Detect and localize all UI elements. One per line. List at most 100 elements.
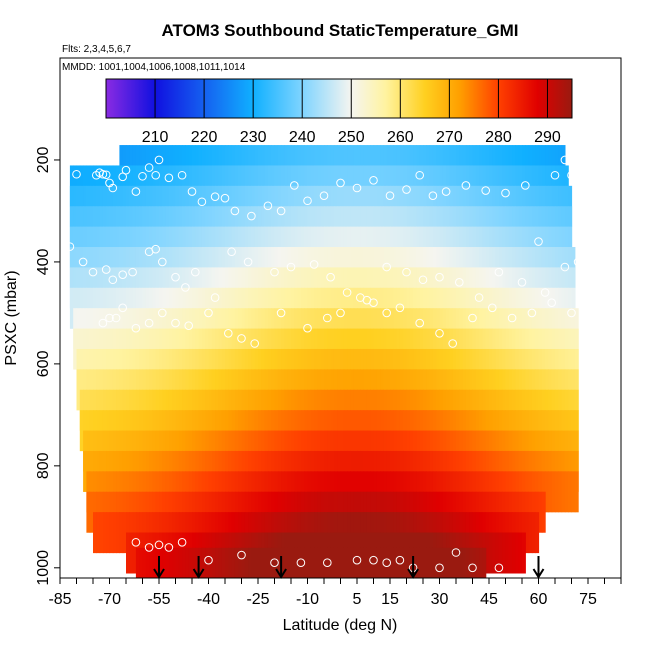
heat-cell	[419, 547, 424, 578]
data-point	[118, 172, 127, 182]
heat-cell	[304, 547, 309, 578]
data-point	[560, 155, 570, 165]
observation-points	[65, 155, 583, 573]
data-point	[210, 192, 220, 201]
y-tick-label: 200	[35, 147, 52, 174]
heat-cell	[439, 547, 444, 578]
heat-cell	[538, 491, 543, 533]
data-point	[455, 278, 464, 287]
heat-cell	[271, 547, 276, 578]
heat-cell	[403, 547, 408, 578]
heat-cell	[399, 547, 404, 578]
flights-subtitle: Flts: 2,3,4,5,6,7	[62, 44, 131, 55]
heat-cell	[568, 471, 573, 513]
data-point	[144, 163, 154, 172]
data-point	[247, 211, 256, 221]
heat-cell	[112, 512, 117, 554]
data-point	[276, 308, 286, 318]
data-point	[144, 543, 154, 552]
heat-cell	[551, 471, 556, 513]
data-point	[237, 550, 246, 560]
heat-cell	[102, 512, 107, 554]
heat-cell	[310, 547, 315, 578]
heat-cell	[205, 547, 210, 578]
heat-cell	[284, 547, 289, 578]
data-point	[303, 323, 312, 333]
heat-cell	[106, 512, 111, 554]
y-axis: 200 400 600 800 1000	[35, 147, 60, 586]
data-point	[382, 262, 392, 272]
heat-cell	[350, 547, 355, 578]
heat-cell	[561, 471, 566, 513]
colorbar-tick-label: 220	[191, 129, 218, 146]
x-tick-label: -25	[246, 591, 269, 608]
x-tick-label: -10	[296, 591, 319, 608]
heat-cell	[564, 471, 569, 513]
data-point	[474, 293, 484, 302]
data-point	[323, 313, 332, 323]
heat-cell	[545, 471, 549, 513]
data-point	[210, 293, 220, 302]
heat-cell	[135, 547, 140, 578]
heat-cell	[515, 532, 520, 574]
heat-cell	[340, 547, 345, 578]
data-point	[540, 288, 550, 297]
data-point	[230, 206, 240, 216]
heat-cell	[109, 512, 114, 554]
data-point	[356, 293, 365, 302]
data-point	[131, 187, 141, 196]
x-tick-label: 60	[530, 591, 548, 608]
colorbar-tick-label: 210	[142, 129, 169, 146]
heat-cell	[396, 547, 401, 578]
heat-cell	[152, 547, 157, 578]
heat-cell	[185, 547, 190, 578]
heat-cell	[79, 410, 84, 452]
data-point	[177, 538, 187, 547]
data-point	[402, 185, 411, 194]
heat-cell	[498, 532, 503, 574]
x-tick-label: 5	[353, 591, 362, 608]
heat-cell	[251, 547, 256, 578]
heat-cell	[297, 547, 302, 578]
data-point	[567, 170, 576, 180]
data-point	[415, 318, 425, 328]
heat-cell	[198, 547, 203, 578]
heat-cell	[192, 547, 196, 578]
heat-cell	[234, 547, 239, 578]
data-point	[296, 558, 306, 568]
heat-cell	[86, 491, 91, 533]
heat-cell	[149, 547, 153, 578]
heat-cell	[571, 471, 576, 513]
data-point	[220, 193, 230, 203]
heat-cell	[363, 547, 368, 578]
data-point	[303, 196, 312, 206]
x-axis: -85 -70 -55 -40 -25 -10 5 15 30 45 60 75	[48, 578, 622, 608]
heat-cell	[436, 547, 441, 578]
x-tick-label: -55	[147, 591, 170, 608]
heat-cell	[452, 547, 457, 578]
data-point	[158, 257, 167, 267]
heat-cell	[244, 547, 249, 578]
data-point	[263, 201, 273, 211]
heat-cell	[531, 512, 536, 554]
data-point	[187, 187, 197, 196]
heat-cell	[73, 328, 78, 370]
heat-cell	[462, 547, 467, 578]
data-point	[181, 283, 190, 292]
data-point	[382, 308, 392, 318]
heat-cell	[300, 547, 305, 578]
flight-arrow	[407, 556, 419, 579]
data-point	[286, 262, 296, 272]
heat-cell	[482, 547, 487, 578]
heat-cell	[386, 547, 391, 578]
heat-cell	[324, 547, 328, 578]
heat-cell	[215, 547, 219, 578]
heat-cell	[409, 547, 414, 578]
heat-cell	[116, 512, 120, 554]
heat-cell	[380, 547, 384, 578]
data-point	[547, 298, 557, 308]
heat-cell	[574, 471, 579, 513]
data-point	[435, 328, 444, 338]
data-point	[451, 548, 461, 557]
